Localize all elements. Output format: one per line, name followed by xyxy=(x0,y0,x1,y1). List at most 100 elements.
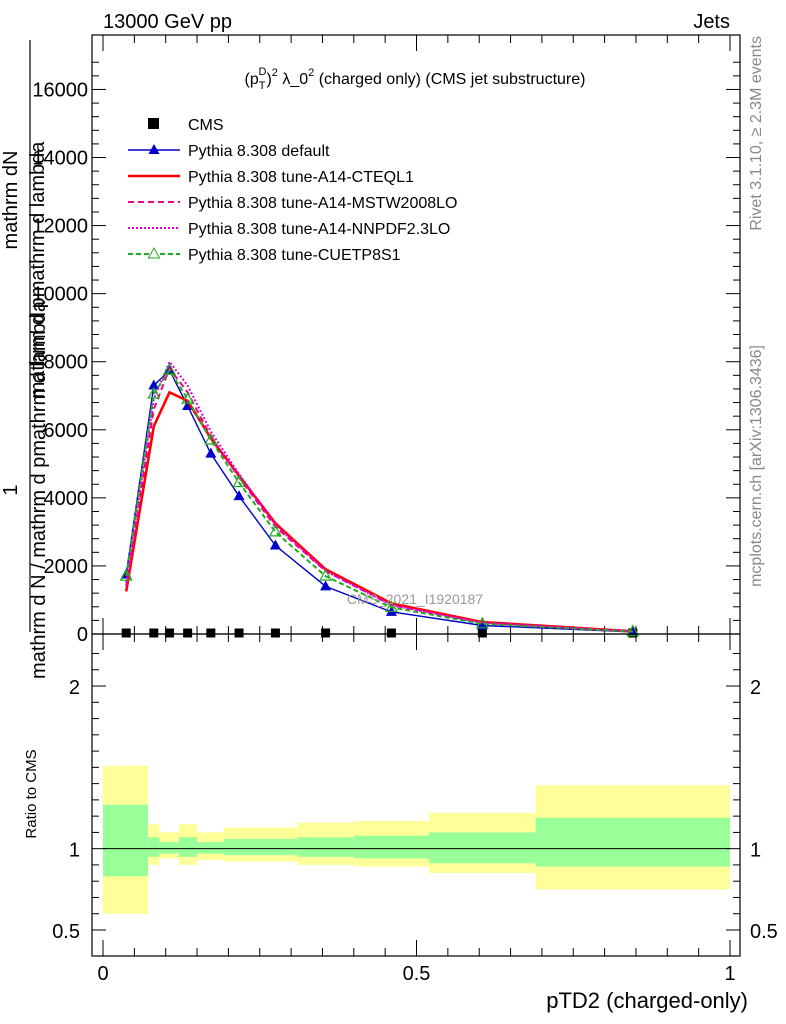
ratio-ytick-label: 1 xyxy=(69,840,80,862)
legend-label: Pythia 8.308 tune-CUETP8S1 xyxy=(188,247,401,264)
ratio-ylabel: Ratio to CMS xyxy=(23,749,40,838)
header-left: 13000 GeV pp xyxy=(103,11,232,33)
legend-marker xyxy=(148,118,159,129)
title-sup-2a: 2 xyxy=(272,67,278,79)
ylabel-one: 1 xyxy=(0,484,22,495)
legend-entry: Pythia 8.308 default xyxy=(128,143,330,160)
legend-label: Pythia 8.308 tune-A14-MSTW2008LO xyxy=(188,195,457,212)
series-0 xyxy=(121,628,638,638)
data-point xyxy=(206,628,216,638)
data-point xyxy=(204,432,218,445)
main-ytick-label: 12000 xyxy=(32,216,88,238)
legend-entry: Pythia 8.308 tune-CUETP8S1 xyxy=(128,246,401,264)
legend-entry: Pythia 8.308 tune-A14-CTEQL1 xyxy=(128,169,414,186)
data-point xyxy=(183,628,193,638)
data-point xyxy=(268,524,282,537)
data-point xyxy=(149,628,159,638)
ratio-ytick-label-right: 2 xyxy=(750,677,761,699)
header-right: Jets xyxy=(693,11,730,33)
data-point xyxy=(386,628,396,638)
series-line xyxy=(125,368,633,633)
ratio-ytick-label: 0.5 xyxy=(52,921,80,943)
main-ytick-label: 8000 xyxy=(44,352,89,374)
ratio-ytick-label: 2 xyxy=(69,677,80,699)
data-point xyxy=(162,362,176,375)
ratio-xlabel: pTD2 (charged-only) xyxy=(546,988,748,1013)
ratio-ytick-label-right: 1 xyxy=(750,840,761,862)
legend-label: Pythia 8.308 tune-A14-CTEQL1 xyxy=(188,169,414,186)
main-ytick-label: 14000 xyxy=(32,148,88,170)
data-point xyxy=(321,628,331,638)
data-point xyxy=(475,616,489,629)
legend-label: Pythia 8.308 tune-A14-NNPDF2.3LO xyxy=(188,221,450,238)
watermark: CMS_2021_I1920187 xyxy=(347,591,483,607)
data-point xyxy=(232,475,246,488)
main-ytick-label: 6000 xyxy=(44,420,89,442)
title-lambda: λ_0 xyxy=(278,71,308,88)
series-5 xyxy=(119,362,640,637)
ratio-inner-band xyxy=(148,837,160,857)
data-point xyxy=(233,490,245,501)
main-ytick-label: 16000 xyxy=(32,79,88,101)
ratio-xtick-label: 0 xyxy=(97,963,108,985)
ratio-inner-band xyxy=(353,835,430,859)
ratio-inner-band xyxy=(159,842,179,854)
ratio-inner-band xyxy=(197,842,225,854)
title-sub-T: T xyxy=(259,80,266,92)
ratio-inner-band xyxy=(429,832,536,864)
ratio-inner-band xyxy=(103,804,149,877)
ratio-xtick-label: 0.5 xyxy=(403,963,431,985)
data-point xyxy=(320,580,332,591)
main-axes: 0 2000 4000 6000 8000 10000 12000 14000 16000 xyxy=(32,34,741,646)
legend-entry: CMS xyxy=(148,117,224,134)
main-series xyxy=(119,359,640,638)
data-point xyxy=(148,379,160,390)
ratio-xtick-label: 1 xyxy=(724,963,735,985)
title-base: (p xyxy=(245,71,259,88)
rivet-label: Rivet 3.1.10, ≥ 2.3M events xyxy=(748,36,765,231)
legend-label: CMS xyxy=(188,117,224,134)
data-point xyxy=(269,539,281,550)
ratio-inner-band xyxy=(535,817,730,867)
data-point xyxy=(119,568,133,581)
data-point xyxy=(234,628,244,638)
title-tail: (charged only) (CMS jet substructure) xyxy=(314,71,585,88)
ylabel-num: mathrm dN xyxy=(0,151,22,250)
legend-label: Pythia 8.308 default xyxy=(188,143,330,160)
mcplots-label: mcplots.cern.ch [arXiv:1306.3436] xyxy=(748,345,765,587)
legend-marker xyxy=(148,144,160,154)
ratio-bands xyxy=(103,765,730,914)
legend-marker xyxy=(147,246,161,259)
data-point xyxy=(181,391,195,404)
data-point xyxy=(164,628,174,638)
title-sup-2b: 2 xyxy=(308,67,314,79)
data-point xyxy=(205,447,217,458)
ratio-axes: 0.5 0.5 1 1 2 2 0 0.5 1 xyxy=(52,633,778,985)
title-close: ) xyxy=(266,71,271,88)
legend-entry: Pythia 8.308 tune-A14-MSTW2008LO xyxy=(128,195,457,212)
data-point xyxy=(476,619,488,630)
ratio-inner-band xyxy=(224,838,254,856)
data-point xyxy=(626,624,640,637)
main-ytick-label: 10000 xyxy=(32,284,88,306)
data-point xyxy=(121,628,131,638)
data-point xyxy=(270,628,280,638)
data-point xyxy=(147,386,161,399)
data-point xyxy=(477,628,487,638)
main-ytick-label: 0 xyxy=(77,624,88,646)
main-ytick-label: 2000 xyxy=(44,556,89,578)
ratio-inner-band xyxy=(297,837,354,857)
main-ytick-label: 4000 xyxy=(44,488,89,510)
data-point xyxy=(319,568,333,581)
data-point xyxy=(384,600,398,613)
ratio-inner-band xyxy=(253,838,298,856)
ratio-inner-band xyxy=(178,837,198,857)
ratio-panel: 0.5 0.5 1 1 2 2 0 0.5 1 Ratio to CMS pTD2 (charg… xyxy=(23,633,778,1013)
title-sup-D: D xyxy=(258,66,266,78)
main-panel: 0 2000 4000 6000 8000 10000 12000 14000 16000 CM… xyxy=(0,34,741,679)
ylabel-den: mathrm d N / mathrm d pmathrm d lambda xyxy=(28,300,50,679)
ylabel-overlap: mathrm d pmathrm d lambda xyxy=(27,141,49,399)
main-title: (pTD)2 λ_02 (charged only) (CMS jet subs… xyxy=(245,66,586,92)
legend: CMS Pythia 8.308 default Pythia 8.308 tune… xyxy=(128,117,457,264)
